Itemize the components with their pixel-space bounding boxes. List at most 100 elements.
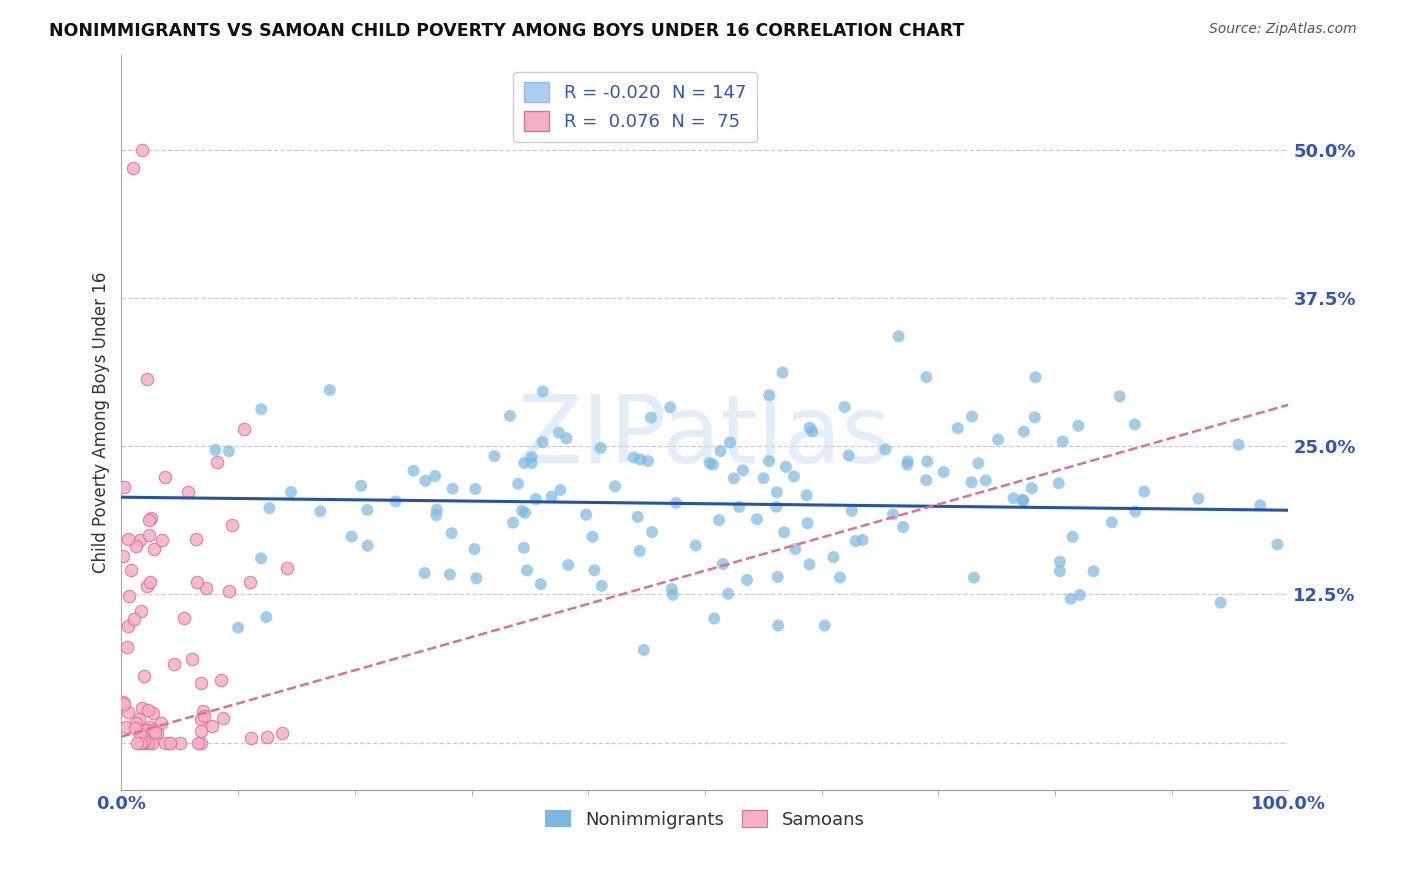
Point xyxy=(139,575,162,590)
Point xyxy=(735,573,758,587)
Point xyxy=(309,504,332,518)
Point xyxy=(838,449,860,463)
Point xyxy=(796,516,818,531)
Point xyxy=(194,581,217,595)
Point xyxy=(181,652,204,666)
Point xyxy=(731,463,754,477)
Point xyxy=(176,484,198,499)
Point xyxy=(153,735,176,749)
Point xyxy=(125,539,148,553)
Point xyxy=(439,567,461,582)
Point xyxy=(932,465,955,479)
Point xyxy=(211,711,233,725)
Point xyxy=(665,496,688,510)
Point xyxy=(628,544,651,558)
Point xyxy=(520,450,543,465)
Point xyxy=(117,532,139,546)
Point xyxy=(143,725,166,739)
Point xyxy=(120,563,142,577)
Point xyxy=(254,610,277,624)
Point xyxy=(765,485,787,500)
Point xyxy=(510,503,533,517)
Point xyxy=(132,734,155,748)
Point xyxy=(136,735,159,749)
Point xyxy=(256,730,278,744)
Point xyxy=(1101,516,1123,530)
Point xyxy=(155,469,177,483)
Point xyxy=(841,504,863,518)
Point xyxy=(1052,434,1074,449)
Point xyxy=(131,701,153,715)
Point xyxy=(218,444,240,458)
Point xyxy=(1187,491,1209,506)
Text: Source: ZipAtlas.com: Source: ZipAtlas.com xyxy=(1209,22,1357,37)
Point xyxy=(112,549,135,563)
Point xyxy=(1227,438,1250,452)
Point xyxy=(1133,484,1156,499)
Point xyxy=(550,483,572,497)
Point xyxy=(190,712,212,726)
Point xyxy=(745,512,768,526)
Point xyxy=(723,471,745,485)
Point xyxy=(136,372,159,386)
Point xyxy=(385,494,408,508)
Point xyxy=(946,421,969,435)
Text: NONIMMIGRANTS VS SAMOAN CHILD POVERTY AMONG BOYS UNDER 16 CORRELATION CHART: NONIMMIGRANTS VS SAMOAN CHILD POVERTY AM… xyxy=(49,22,965,40)
Point xyxy=(823,550,845,565)
Point xyxy=(557,558,579,572)
Point xyxy=(896,458,918,472)
Point xyxy=(799,558,821,572)
Y-axis label: Child Poverty Among Boys Under 16: Child Poverty Among Boys Under 16 xyxy=(93,272,110,574)
Point xyxy=(583,563,606,577)
Point xyxy=(974,474,997,488)
Point xyxy=(758,388,780,402)
Point xyxy=(581,530,603,544)
Point xyxy=(146,726,169,740)
Point xyxy=(1049,555,1071,569)
Legend: Nonimmigrants, Samoans: Nonimmigrants, Samoans xyxy=(538,803,872,836)
Point xyxy=(540,490,562,504)
Point xyxy=(142,706,165,720)
Point xyxy=(897,454,920,468)
Point xyxy=(627,509,650,524)
Point xyxy=(159,735,181,749)
Point xyxy=(1083,564,1105,578)
Point xyxy=(752,471,775,485)
Point xyxy=(132,668,155,682)
Point xyxy=(603,479,626,493)
Point xyxy=(728,500,751,514)
Point xyxy=(917,454,939,468)
Point xyxy=(111,695,134,709)
Point xyxy=(186,574,208,589)
Point xyxy=(131,143,153,157)
Point xyxy=(530,577,553,591)
Point xyxy=(124,612,146,626)
Point xyxy=(637,454,659,468)
Point xyxy=(163,657,186,671)
Point xyxy=(1025,370,1047,384)
Point xyxy=(159,735,181,749)
Point xyxy=(547,425,569,440)
Point xyxy=(513,456,536,470)
Point xyxy=(187,735,209,749)
Point xyxy=(340,529,363,543)
Point xyxy=(1012,425,1035,439)
Point xyxy=(987,433,1010,447)
Point xyxy=(125,735,148,749)
Point xyxy=(152,533,174,547)
Point xyxy=(1123,504,1146,518)
Point xyxy=(136,703,159,717)
Point xyxy=(633,643,655,657)
Point xyxy=(129,604,152,618)
Point xyxy=(502,516,524,530)
Point xyxy=(484,449,506,463)
Point xyxy=(190,724,212,739)
Point xyxy=(117,619,139,633)
Point xyxy=(112,480,135,494)
Point xyxy=(887,329,910,343)
Point xyxy=(1021,481,1043,495)
Point xyxy=(149,716,172,731)
Point xyxy=(112,697,135,711)
Point xyxy=(513,541,536,555)
Point xyxy=(122,161,145,175)
